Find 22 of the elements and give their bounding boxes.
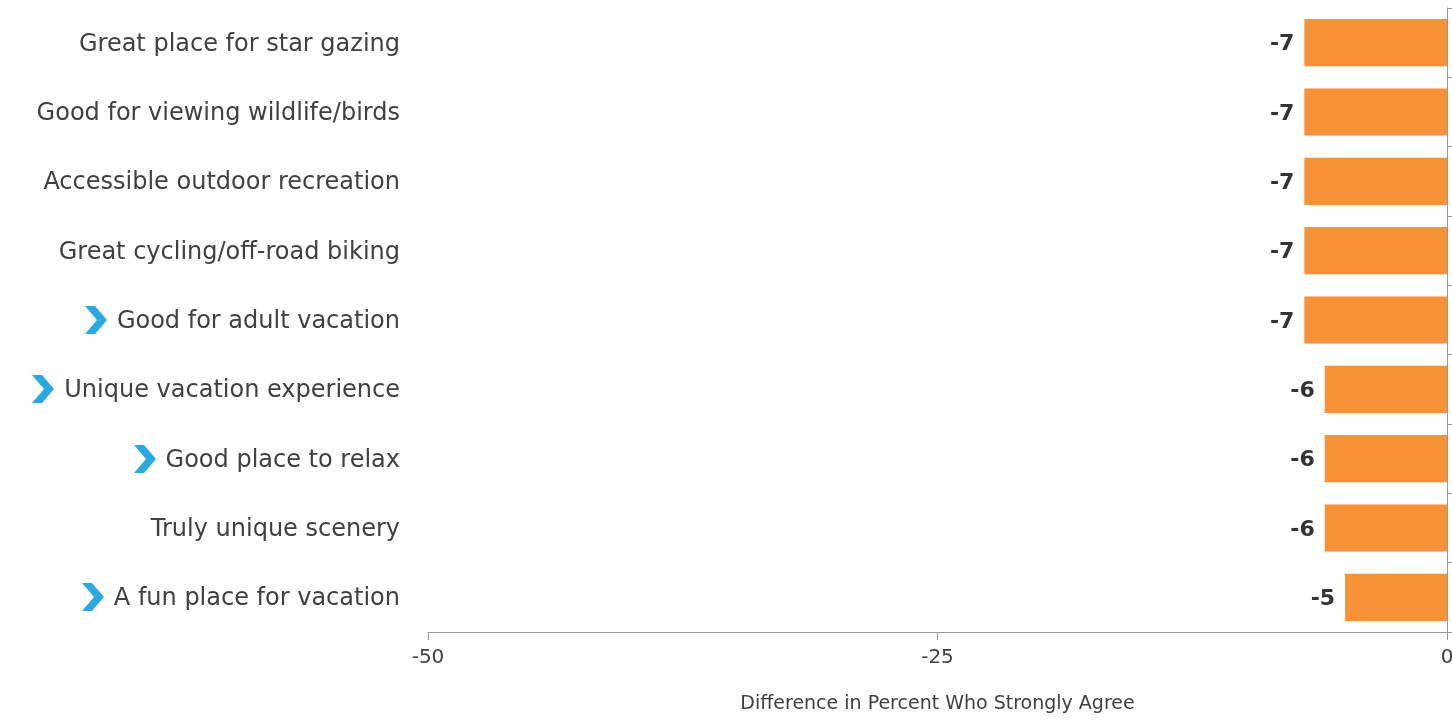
data-label: -6 [1290, 376, 1315, 402]
data-label: -7 [1269, 307, 1295, 333]
data-label: -5 [1310, 584, 1336, 610]
y-tick-label: Great place for star gazing [78, 28, 400, 57]
data-label: -6 [1290, 515, 1315, 541]
y-tick-label: Great cycling/off-road biking [58, 236, 400, 265]
data-label: -7 [1269, 168, 1295, 194]
y-tick-label: Good for adult vacation [116, 306, 400, 334]
data-label: -7 [1269, 30, 1295, 56]
y-tick-label: A fun place for vacation [113, 583, 400, 612]
data-label: -6 [1290, 446, 1315, 472]
y-tick-label: Good for viewing wildlife/birds [36, 98, 400, 126]
x-tick-label: 0 [1440, 644, 1452, 668]
y-tick-label: Accessible outdoor recreation [43, 167, 400, 196]
y-tick-label: Good place to relax [165, 444, 400, 473]
x-tick-label: -50 [411, 644, 445, 668]
y-tick-label: Truly unique scenery [149, 514, 400, 542]
data-label: -7 [1269, 238, 1295, 264]
x-tick-label: -25 [921, 644, 954, 668]
x-axis-title: Difference in Percent Who Strongly Agree [740, 690, 1135, 713]
y-tick-label: Unique vacation experience [64, 375, 400, 404]
data-label: -7 [1269, 99, 1295, 125]
